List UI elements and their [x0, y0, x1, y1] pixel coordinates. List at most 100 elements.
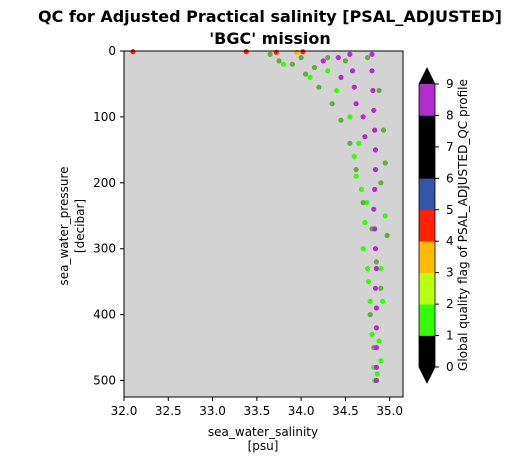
data-point-flag-1: [364, 200, 370, 206]
data-point-flag-8: [370, 87, 376, 94]
data-point-flag-1: [280, 61, 286, 67]
data-point-flag-8: [369, 51, 375, 57]
colorbar-extend-min: [419, 367, 435, 383]
colorbar-tick-label: 5: [446, 203, 454, 217]
data-point-flag-8: [371, 206, 377, 212]
data-point-flag-2: [380, 127, 387, 133]
colorbar-tick-label: 7: [446, 140, 454, 154]
data-point-flag-1: [334, 87, 340, 94]
data-point-flag-1: [382, 213, 388, 219]
x-tick-label: 33.5: [243, 404, 270, 418]
data-point-flag-8: [360, 114, 366, 120]
data-point-flag-8: [372, 186, 378, 192]
data-point-flag-1: [351, 153, 357, 159]
colorbar-tick-label: 4: [446, 234, 454, 248]
data-point-flag-1: [353, 173, 359, 179]
chart-title: QC for Adjusted Practical salinity [PSAL…: [38, 7, 502, 26]
data-point-flag-2: [367, 312, 373, 318]
data-point-flag-2: [378, 180, 384, 186]
colorbar-tick-label: 3: [446, 266, 454, 280]
data-point-flag-8: [320, 58, 326, 64]
data-point-flag-8: [372, 147, 379, 153]
x-tick-label: 32.5: [155, 404, 182, 418]
data-point-flag-8: [338, 74, 344, 80]
x-axis-unit: [psu]: [248, 439, 279, 453]
data-point-flag-1: [362, 219, 368, 225]
data-point-flag-8: [372, 246, 379, 252]
data-point-flag-8: [373, 265, 379, 272]
x-tick-label: 35.0: [376, 404, 403, 418]
data-point-flag-8: [372, 167, 379, 173]
data-point-flag-4: [273, 49, 279, 55]
data-point-flag-8: [351, 84, 357, 90]
data-point-flag-2: [376, 87, 382, 94]
data-point-flag-4: [300, 49, 306, 55]
y-tick-label: 400: [93, 308, 116, 322]
data-point-flag-1: [365, 279, 372, 285]
data-point-flag-8: [371, 107, 377, 113]
data-point-flag-8: [369, 68, 375, 74]
colorbar-tick-label: 0: [446, 360, 454, 374]
data-point-flag-1: [358, 186, 364, 192]
x-tick-label: 34.0: [288, 404, 315, 418]
colorbar-tick-label: 8: [446, 108, 454, 122]
colorbar-tick-label: 1: [446, 329, 454, 343]
y-tick-label: 200: [93, 176, 116, 190]
colorbar: 0 1 2 3 4 5 6 7 8 9: [418, 67, 454, 384]
data-point-flag-8: [362, 134, 368, 140]
data-point-flag-2: [353, 167, 359, 173]
data-point-flag-1: [356, 140, 362, 146]
data-point-flag-1: [374, 371, 380, 377]
data-point-flag-2: [347, 140, 353, 146]
colorbar-label: Global quality flag of PSAL_ADJUSTED_QC …: [456, 79, 470, 371]
data-point-flag-2: [316, 84, 322, 90]
data-point-flag-8: [373, 377, 379, 384]
colorbar-segment-7: [419, 115, 435, 148]
data-point-flag-1: [378, 358, 384, 364]
data-point-flag-1: [380, 298, 386, 304]
data-point-flag-1: [378, 265, 384, 272]
data-point-flag-8: [372, 285, 379, 291]
data-point-flag-2: [384, 232, 390, 239]
data-point-flag-8: [349, 68, 356, 74]
colorbar-segment-1: [419, 304, 435, 336]
data-point-flag-1: [376, 338, 382, 344]
x-tick-label: 34.5: [332, 404, 359, 418]
data-point-flag-1: [360, 246, 366, 252]
y-tick-label: 0: [108, 44, 116, 58]
data-point-flag-2: [325, 55, 331, 61]
y-tick-label: 300: [93, 242, 116, 256]
colorbar-tick-label: 2: [446, 297, 454, 311]
data-point-flag-2: [382, 160, 388, 166]
data-point-flag-8: [373, 325, 379, 331]
x-axis: 32.0 32.5 33.0 33.5 34.0 34.5 35.0: [111, 397, 403, 418]
y-tick-label: 100: [93, 110, 116, 124]
colorbar-segment-2: [419, 272, 435, 305]
data-point-flag-1: [365, 265, 371, 272]
colorbar-segment-3: [419, 241, 435, 273]
data-point-flag-3: [294, 49, 300, 55]
data-point-flag-1: [325, 68, 331, 74]
data-point-flag-2: [298, 55, 304, 61]
chart-subtitle: 'BGC' mission: [209, 29, 331, 48]
x-axis-label: sea_water_salinity: [208, 425, 318, 439]
data-point-flag-8: [353, 101, 359, 107]
plot-area: [123, 50, 404, 398]
y-axis-label: sea_water_pressure: [57, 166, 71, 285]
x-tick-label: 33.0: [199, 404, 226, 418]
data-point-flag-2: [276, 58, 282, 64]
data-point-flag-8: [372, 226, 378, 232]
plot-frame: [123, 50, 404, 398]
y-tick-label: 500: [93, 374, 116, 388]
data-point-flag-1: [367, 298, 373, 304]
data-point-flag-2: [365, 55, 371, 61]
data-point-flag-8: [373, 345, 379, 351]
data-point-flag-2: [267, 51, 273, 57]
data-points: [130, 49, 390, 384]
data-point-flag-8: [372, 127, 378, 133]
y-axis: 0 100 200 300 400 500: [93, 44, 124, 388]
data-point-flag-2: [329, 101, 335, 107]
data-point-flag-4: [243, 49, 249, 55]
data-point-flag-8: [335, 55, 341, 61]
y-axis-unit: [decibar]: [73, 199, 87, 253]
